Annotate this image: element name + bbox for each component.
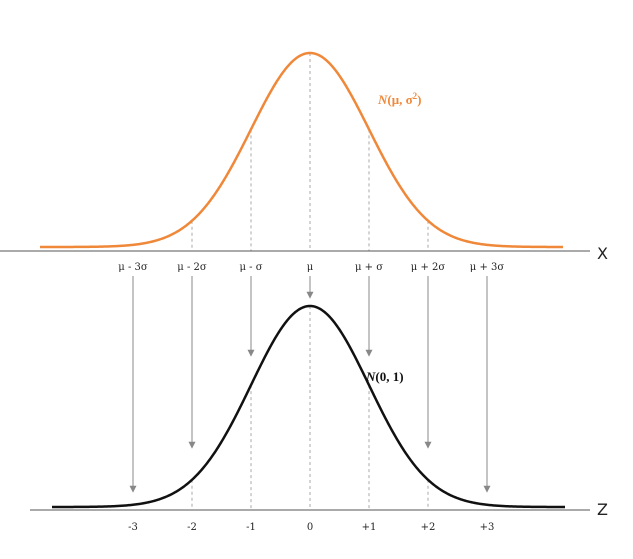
x-axis-name: X xyxy=(597,244,608,263)
x-tick-label: μ - 2σ xyxy=(177,262,207,273)
guide-lines-bottom xyxy=(191,306,429,510)
normal-curve xyxy=(40,51,563,249)
z-tick-label: +3 xyxy=(480,522,495,533)
x-tick-label: μ xyxy=(307,262,314,273)
x-tick-label: μ - 3σ xyxy=(118,262,148,273)
x-tick-labels: μ - 3σ μ - 2σ μ - σ μ μ + σ μ + 2σ μ + 3σ xyxy=(118,262,504,273)
z-tick-label: +2 xyxy=(421,522,436,533)
x-tick-label: μ + 2σ xyxy=(411,262,446,273)
standard-curve-label: N(0, 1) xyxy=(365,369,404,384)
normal-curve-label: N(μ, σ2) xyxy=(377,91,422,107)
standard-normal-curve xyxy=(51,304,565,509)
z-tick-labels: -3 -2 -1 0 +1 +2 +3 xyxy=(128,522,494,533)
z-tick-label: -1 xyxy=(246,522,256,533)
z-axis-name: Z xyxy=(597,500,608,519)
z-tick-label: +1 xyxy=(362,522,377,533)
x-tick-label: μ - σ xyxy=(239,262,262,273)
mapping-arrows xyxy=(129,276,491,493)
x-tick-label: μ + σ xyxy=(355,262,383,273)
z-tick-label: -3 xyxy=(128,522,138,533)
x-tick-label: μ + 3σ xyxy=(470,262,505,273)
z-tick-label: -2 xyxy=(187,522,197,533)
z-tick-label: 0 xyxy=(307,522,313,533)
guide-lines-top xyxy=(191,53,429,251)
